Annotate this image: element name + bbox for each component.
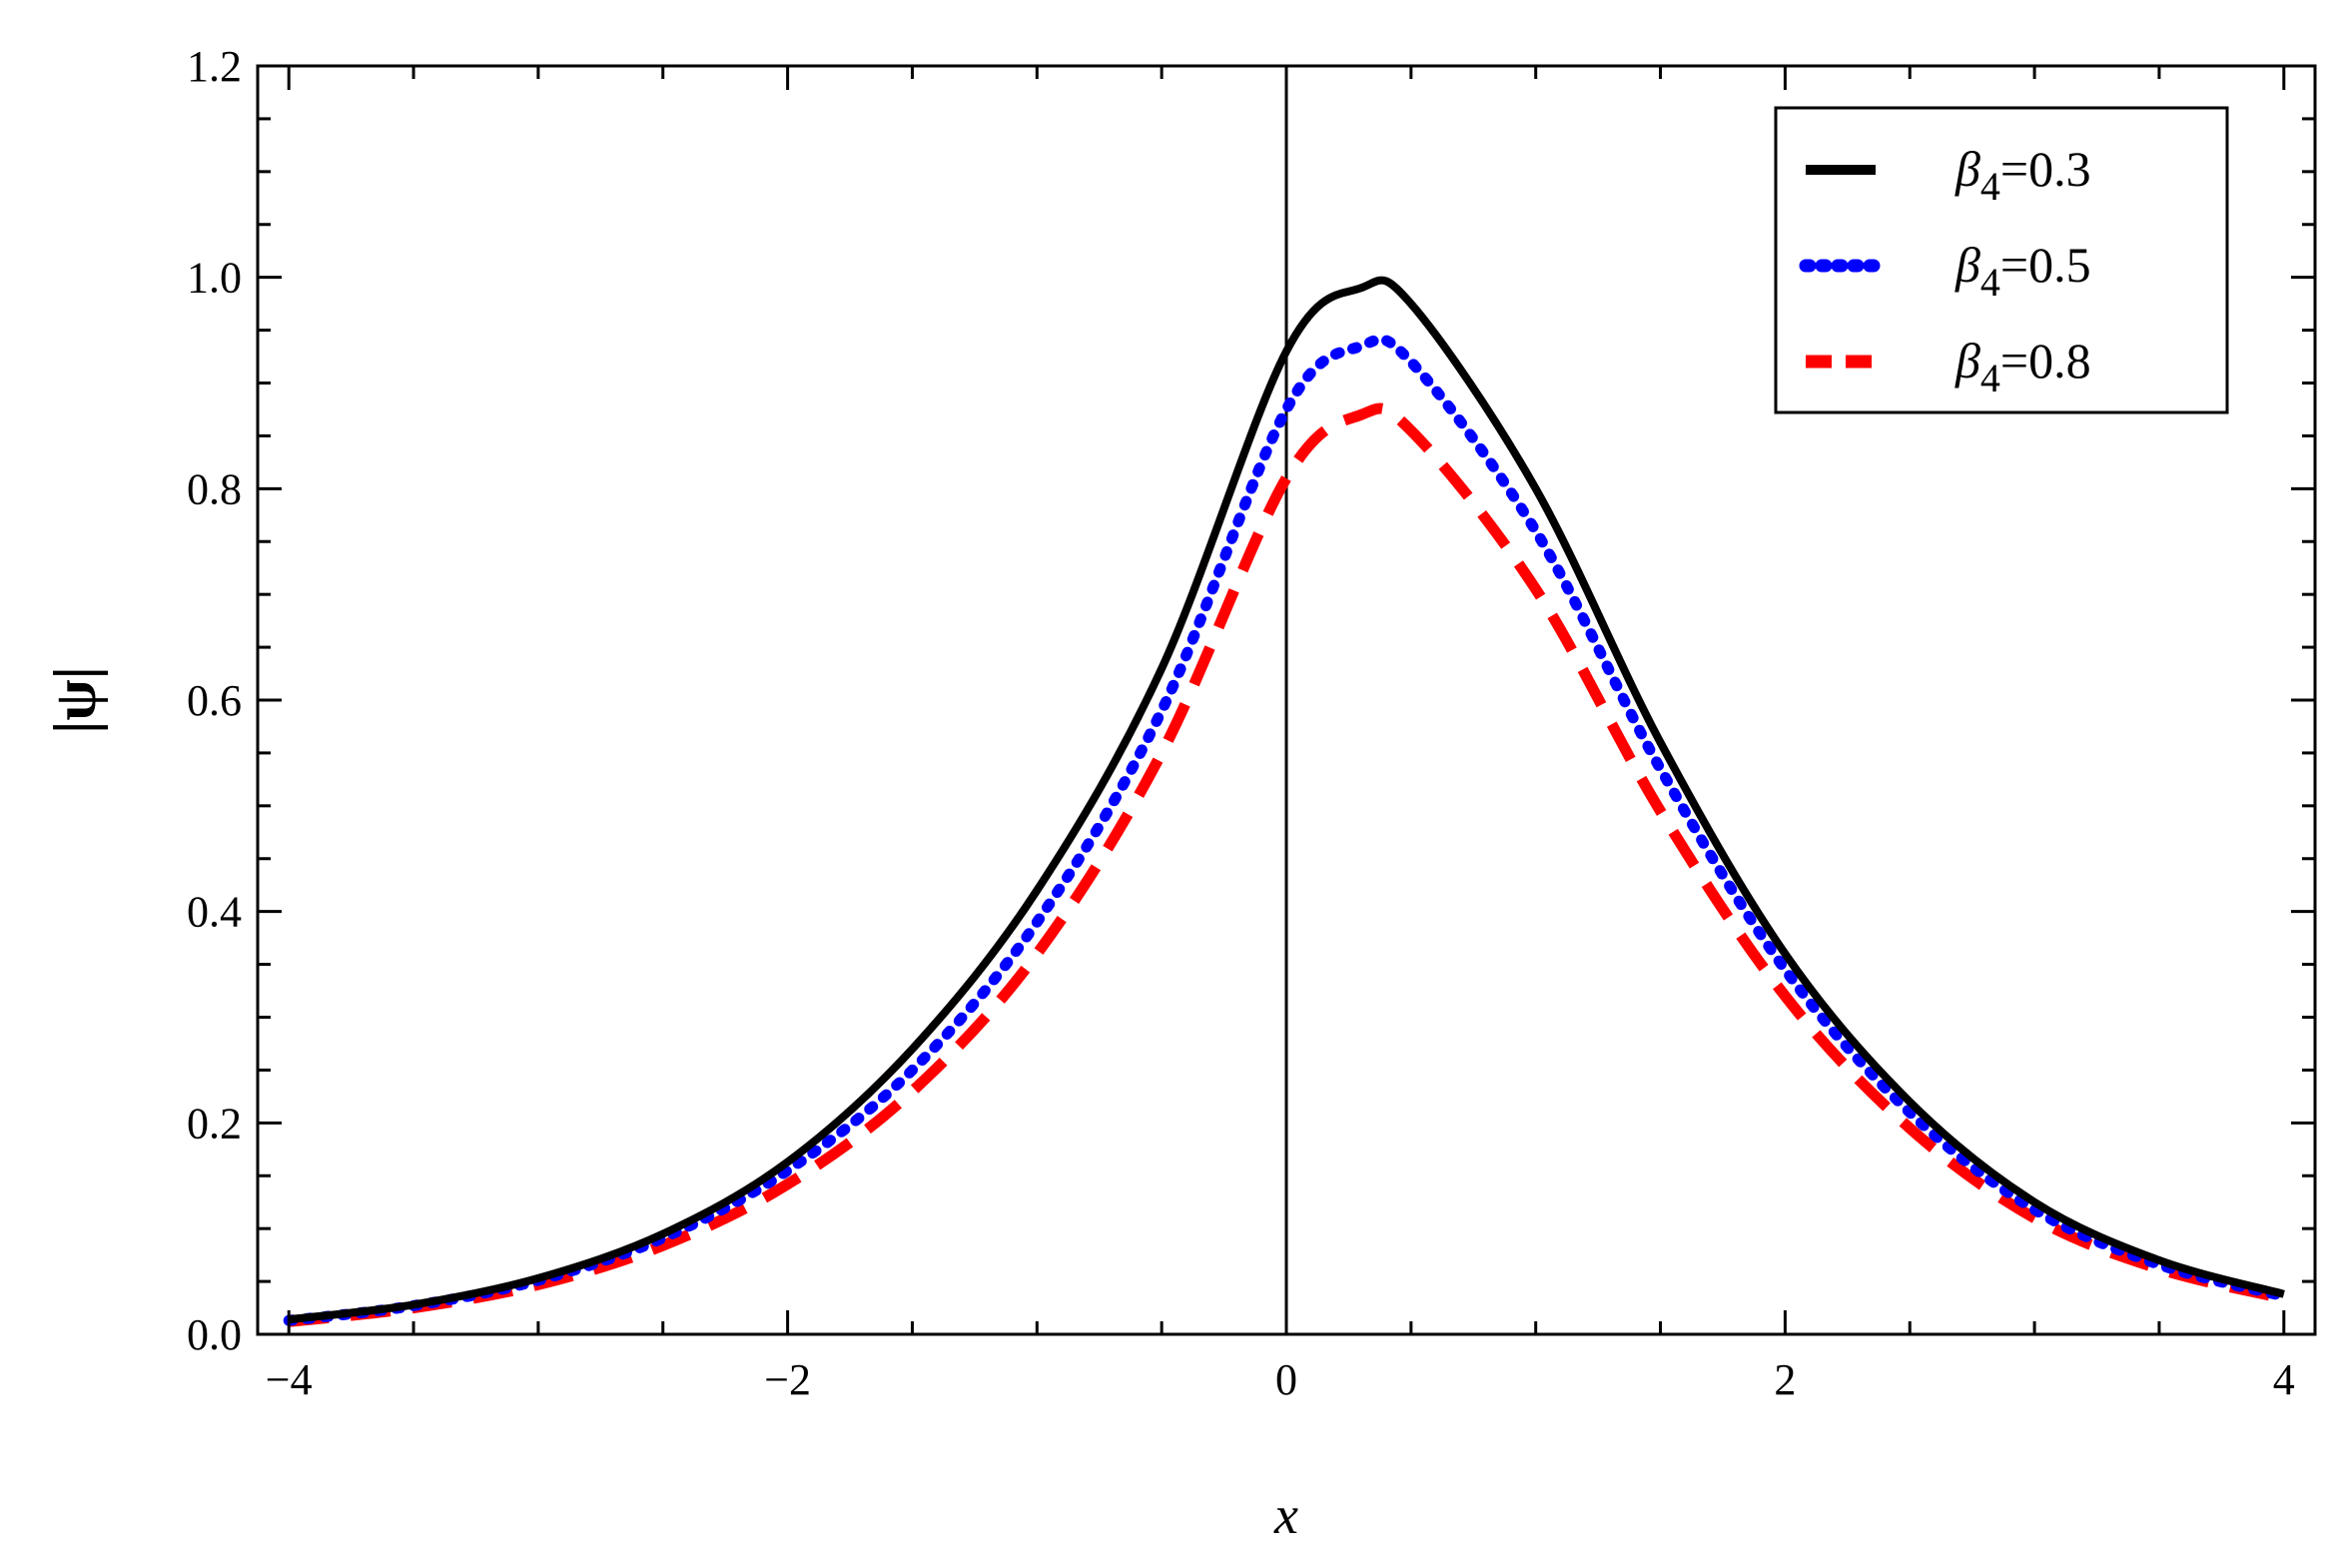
series-group: [283, 276, 2290, 1327]
legend-value: =0.8: [2000, 333, 2091, 389]
axis-ticks: [258, 64, 2315, 1336]
y-tick-label: 1.2: [187, 42, 242, 91]
x-tick-label: 4: [2273, 1355, 2295, 1404]
legend-label-1: β4=0.5: [1955, 237, 2091, 305]
x-tick-label: −2: [764, 1355, 811, 1404]
legend-value: =0.5: [2000, 237, 2091, 293]
legend: β4=0.3β4=0.5β4=0.8: [1774, 106, 2229, 414]
y-tick-label: 0.0: [187, 1310, 242, 1359]
series-line-0: [288, 276, 2285, 1324]
y-tick-label: 1.0: [187, 254, 242, 303]
legend-subscript: 4: [1980, 260, 2000, 305]
y-tick-label: 0.6: [187, 676, 242, 725]
y-tick-label: 0.4: [187, 888, 242, 937]
y-axis-label: |ψ|: [42, 666, 108, 734]
legend-beta-symbol: β: [1955, 237, 1980, 293]
y-tick-label: 0.8: [187, 464, 242, 513]
legend-subscript: 4: [1980, 356, 2000, 400]
legend-label-2: β4=0.8: [1955, 333, 2091, 400]
x-tick-label: 2: [1774, 1355, 1796, 1404]
series-line-2: [288, 402, 2286, 1327]
x-axis-label: x: [1273, 1485, 1298, 1545]
legend-subscript: 4: [1980, 164, 2000, 209]
tick-labels: −4 −2 0 2 4 0.0 0.2 0.4 0.6 0.8 1.0 1.2: [187, 42, 2295, 1404]
legend-beta-symbol: β: [1955, 141, 1980, 197]
y-tick-label: 0.2: [187, 1099, 242, 1148]
legend-beta-symbol: β: [1955, 333, 1980, 389]
x-tick-label: −4: [266, 1355, 313, 1404]
x-tick-label: 0: [1275, 1355, 1297, 1404]
legend-label-0: β4=0.3: [1955, 141, 2091, 209]
legend-value: =0.3: [2000, 141, 2091, 197]
